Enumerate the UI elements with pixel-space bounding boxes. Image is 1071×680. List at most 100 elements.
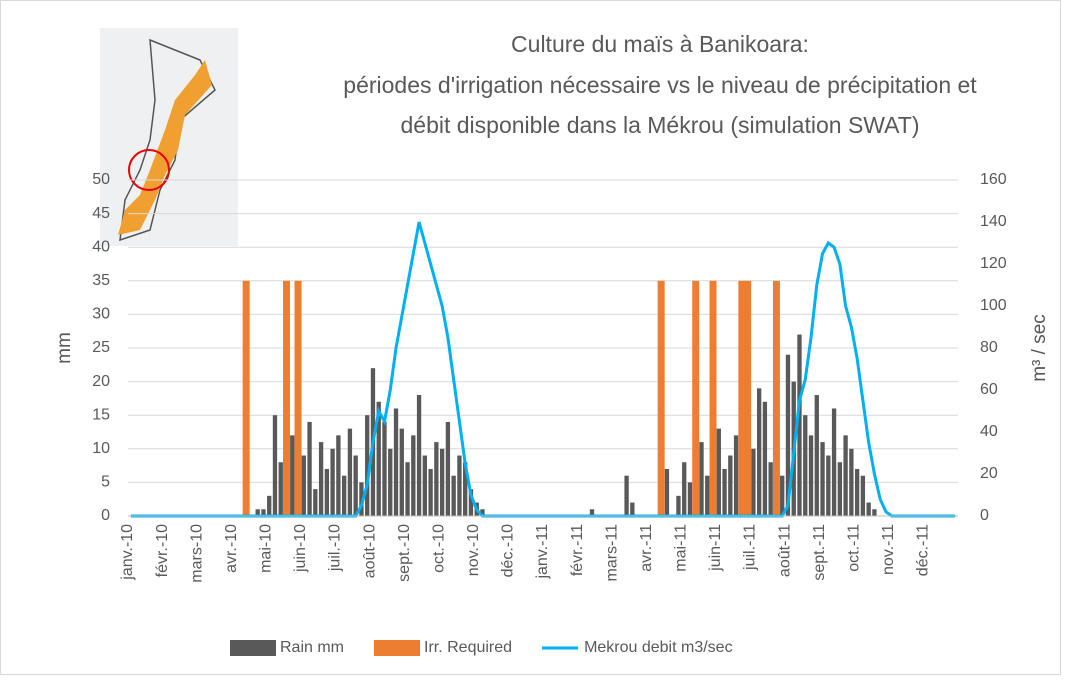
- bar: [428, 468, 433, 516]
- bar: [814, 395, 819, 516]
- y2-tick-label: 40: [980, 423, 998, 440]
- bar: [762, 401, 768, 516]
- bar: [808, 435, 814, 516]
- bar: [692, 280, 700, 516]
- x-tick-label: mai-10: [258, 524, 275, 573]
- x-tick-label: janv.-10: [119, 524, 136, 581]
- bar: [785, 354, 791, 516]
- bar: [866, 502, 871, 516]
- bar: [803, 415, 808, 516]
- bar: [780, 475, 785, 516]
- y-tick-label: 15: [92, 406, 110, 423]
- bar: [422, 455, 428, 516]
- x-tick-label: févr.-11: [569, 524, 586, 576]
- bar: [728, 455, 733, 516]
- bar: [854, 468, 860, 516]
- bar: [324, 468, 330, 516]
- bar: [445, 421, 451, 516]
- x-tick-label: oct.-10: [430, 524, 447, 573]
- x-tick-label: mars-10: [188, 524, 205, 583]
- y-tick-label: 20: [92, 373, 110, 390]
- bar: [347, 428, 353, 516]
- x-tick-label: juin-11: [707, 524, 724, 572]
- y-tick-label: 50: [92, 171, 110, 188]
- y-tick-label: 45: [92, 205, 110, 222]
- x-tick-label: nov.-10: [465, 524, 482, 576]
- bar: [341, 475, 347, 516]
- bar: [416, 395, 422, 516]
- x-tick-label: juin-10: [292, 524, 309, 573]
- bar: [738, 280, 746, 516]
- bar: [301, 455, 306, 516]
- y2-tick-label: 20: [980, 465, 998, 482]
- bar: [468, 489, 474, 516]
- bar: [860, 475, 866, 516]
- bar: [772, 280, 780, 516]
- x-tick-label: janv.-11: [534, 524, 551, 580]
- x-tick-label: août-10: [361, 524, 378, 578]
- bar: [261, 509, 266, 516]
- y2-tick-label: 120: [980, 255, 1007, 272]
- bar: [411, 435, 416, 516]
- bar: [434, 442, 439, 516]
- bar: [872, 509, 877, 516]
- bar: [376, 401, 381, 516]
- map-border: [119, 38, 216, 242]
- bar: [353, 455, 358, 516]
- bar: [388, 448, 393, 516]
- x-tick-label: févr.-10: [154, 524, 171, 577]
- bar: [676, 495, 681, 516]
- y-tick-label: 25: [92, 339, 110, 356]
- y2-tick-label: 160: [980, 171, 1007, 188]
- chart-title: périodes d'irrigation nécessaire vs le n…: [343, 72, 977, 98]
- bar: [365, 415, 370, 516]
- x-tick-label: nov.-11: [880, 524, 897, 575]
- bar: [682, 462, 687, 516]
- bar: [716, 428, 721, 516]
- bar: [843, 435, 848, 516]
- bar: [826, 455, 831, 516]
- inset-map: [100, 28, 238, 246]
- bar: [255, 509, 260, 516]
- bar: [457, 455, 462, 516]
- x-tick-label: mars-11: [603, 524, 620, 582]
- bar: [837, 462, 843, 516]
- bar: [751, 448, 756, 516]
- y-tick-label: 30: [92, 306, 110, 323]
- bar: [664, 468, 670, 516]
- chart-title: débit disponible dans la Mékrou (simulat…: [400, 112, 919, 138]
- bar: [267, 495, 272, 516]
- bar: [272, 415, 278, 516]
- bar: [359, 482, 364, 516]
- bar: [630, 502, 635, 516]
- bar: [405, 462, 410, 516]
- bar: [278, 462, 283, 516]
- x-tick-label: mai-11: [673, 524, 690, 572]
- bar: [756, 388, 762, 516]
- bar: [820, 442, 825, 516]
- bar: [699, 442, 704, 516]
- y2-tick-label: 80: [980, 339, 998, 356]
- bar: [307, 421, 312, 516]
- y-axis-label: mm: [54, 332, 75, 364]
- bar: [393, 408, 399, 516]
- x-tick-label: juil.-11: [742, 524, 759, 571]
- bar: [687, 482, 693, 516]
- map-basin: [118, 60, 212, 235]
- legend-label: Mekrou debit m3/sec: [584, 639, 733, 656]
- bar: [330, 448, 335, 516]
- y2-tick-label: 0: [980, 507, 989, 524]
- chart-title: Culture du maïs à Banikoara:: [511, 31, 809, 57]
- y2-tick-label: 60: [980, 381, 998, 398]
- bar: [831, 408, 837, 516]
- bar: [849, 448, 854, 516]
- y-tick-label: 10: [92, 440, 110, 457]
- bar: [657, 280, 665, 516]
- x-tick-label: avr.-11: [638, 524, 655, 572]
- bar: [242, 280, 250, 516]
- bar: [797, 334, 802, 516]
- bar: [463, 462, 468, 516]
- legend-label: Rain mm: [280, 639, 344, 656]
- bar: [733, 435, 739, 516]
